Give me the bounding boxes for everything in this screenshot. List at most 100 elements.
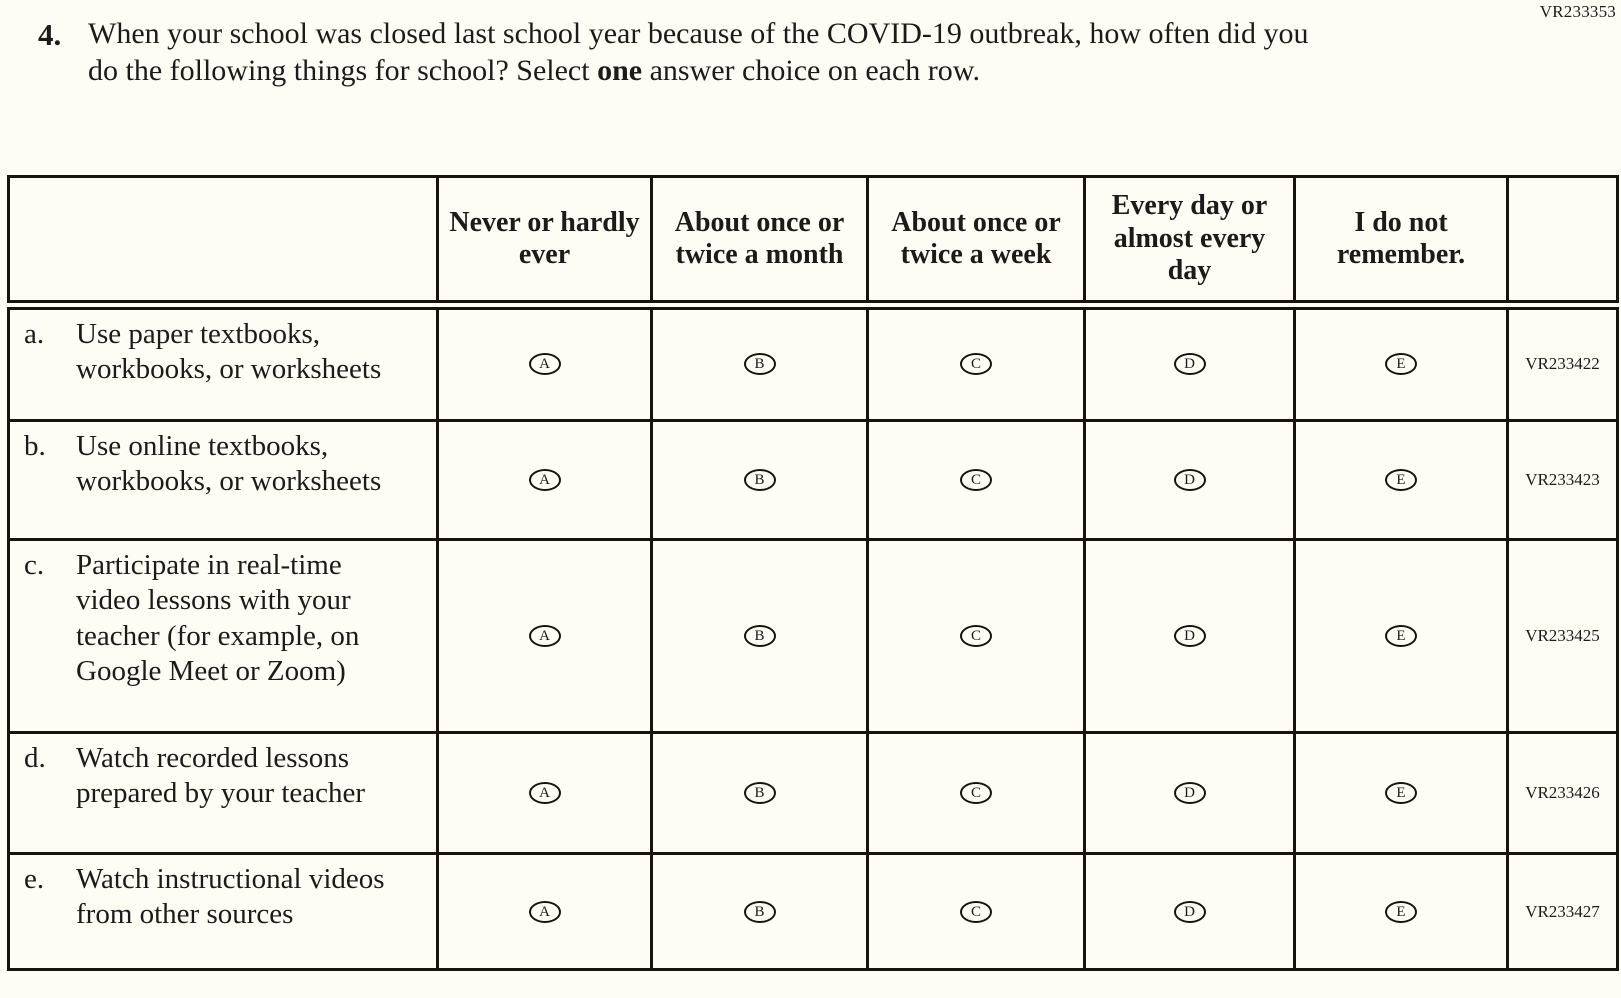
row-label-inner: a. Use paper textbooks, workbooks, or wo… xyxy=(24,317,428,388)
bubble-option-c[interactable]: C xyxy=(960,782,992,804)
bubble-letter: C xyxy=(970,472,981,488)
bubble-letter: A xyxy=(539,628,550,644)
bubble-option-c[interactable]: C xyxy=(960,625,992,647)
bubble-letter: D xyxy=(1184,903,1195,920)
bubble-option-b[interactable]: B xyxy=(743,900,776,923)
answer-cell-b: B xyxy=(650,303,869,422)
column-header-empty-left xyxy=(7,175,439,310)
bubble-letter: D xyxy=(1184,785,1195,801)
column-header-do-not-remember: I do not remember. xyxy=(1293,175,1509,310)
answer-cell-d: D xyxy=(1083,852,1296,971)
row-code: VR233425 xyxy=(1506,538,1619,734)
column-header-empty-right xyxy=(1506,175,1619,310)
bubble-letter: E xyxy=(1396,903,1406,920)
column-header-once-twice-month: About once or twice a month xyxy=(650,175,869,310)
bubble-letter: A xyxy=(539,903,550,920)
table-row-c: c. Participate in real-time video lesson… xyxy=(7,538,1619,734)
row-text: Use paper textbooks, workbooks, or works… xyxy=(76,317,382,385)
row-label: d. Watch recorded lessons prepared by yo… xyxy=(7,731,439,855)
bubble-option-d[interactable]: D xyxy=(1173,625,1206,647)
bubble-option-b[interactable]: B xyxy=(743,625,776,647)
bubble-option-a[interactable]: A xyxy=(528,900,561,923)
row-label: c. Participate in real-time video lesson… xyxy=(7,538,439,734)
row-letter: c. xyxy=(24,549,45,581)
answer-cell-c: C xyxy=(866,538,1086,734)
bubble-option-c[interactable]: C xyxy=(960,353,992,376)
table-row-e: e. Watch instructional videos from other… xyxy=(7,852,1619,971)
column-header-every-day: Every day or almost every day xyxy=(1083,175,1296,310)
answer-cell-e: E xyxy=(1293,538,1509,734)
answer-cell-c: C xyxy=(866,852,1086,971)
bubble-option-c[interactable]: C xyxy=(960,900,992,923)
answer-cell-a: A xyxy=(436,731,653,855)
answer-cell-e: E xyxy=(1293,419,1509,541)
bubble-option-a[interactable]: A xyxy=(528,782,561,804)
column-header-once-twice-week: About once or twice a week xyxy=(866,175,1086,310)
bubble-letter: A xyxy=(539,472,550,488)
row-label-inner: b. Use online textbooks, workbooks, or w… xyxy=(24,429,428,500)
row-code: VR233423 xyxy=(1506,419,1619,541)
answer-cell-b: B xyxy=(650,731,869,855)
answer-cell-a: A xyxy=(436,419,653,541)
bubble-letter: B xyxy=(754,903,765,920)
answer-cell-b: B xyxy=(650,419,869,541)
bubble-option-d[interactable]: D xyxy=(1173,782,1206,804)
answer-cell-d: D xyxy=(1083,538,1296,734)
bubble-option-e[interactable]: E xyxy=(1385,353,1417,376)
bubble-letter: E xyxy=(1396,628,1406,644)
bubble-option-b[interactable]: B xyxy=(743,782,776,804)
answer-cell-d: D xyxy=(1083,419,1296,541)
answer-cell-d: D xyxy=(1083,303,1296,422)
bubble-option-e[interactable]: E xyxy=(1385,900,1417,923)
row-letter: a. xyxy=(24,317,45,350)
question-text: When your school was closed last school … xyxy=(88,16,1328,89)
row-label: e. Watch instructional videos from other… xyxy=(7,852,439,971)
bubble-option-a[interactable]: A xyxy=(528,625,561,647)
row-text: Participate in real-time video lessons w… xyxy=(76,549,360,688)
bubble-option-b[interactable]: B xyxy=(743,353,776,376)
table-row-b: b. Use online textbooks, workbooks, or w… xyxy=(7,419,1619,541)
answer-cell-e: E xyxy=(1293,303,1509,422)
bubble-option-d[interactable]: D xyxy=(1173,469,1206,491)
answer-cell-c: C xyxy=(866,731,1086,855)
bubble-letter: D xyxy=(1184,356,1195,373)
bubble-letter: C xyxy=(970,785,981,801)
answer-cell-d: D xyxy=(1083,731,1296,855)
bubble-option-c[interactable]: C xyxy=(960,469,992,491)
bubble-letter: C xyxy=(970,903,981,920)
bubble-option-a[interactable]: A xyxy=(528,353,561,376)
table-row-d: d. Watch recorded lessons prepared by yo… xyxy=(7,731,1619,855)
bubble-letter: D xyxy=(1184,472,1195,488)
question-text-pre: When your school was closed last school … xyxy=(88,17,1309,87)
answer-cell-a: A xyxy=(436,303,653,422)
bubble-option-b[interactable]: B xyxy=(743,469,776,491)
row-letter: e. xyxy=(24,863,45,895)
row-text: Watch instructional videos from other so… xyxy=(76,863,385,931)
bubble-option-e[interactable]: E xyxy=(1385,782,1417,804)
row-text: Use online textbooks, workbooks, or work… xyxy=(76,430,382,498)
row-label-inner: e. Watch instructional videos from other… xyxy=(24,862,428,933)
answer-cell-e: E xyxy=(1293,731,1509,855)
bubble-option-e[interactable]: E xyxy=(1385,625,1417,647)
answer-cell-c: C xyxy=(866,303,1086,422)
row-text: Watch recorded lessons prepared by your … xyxy=(76,742,366,810)
row-code: VR233427 xyxy=(1506,852,1619,971)
bubble-letter: B xyxy=(754,628,765,644)
header-row: Never or hardly ever About once or twice… xyxy=(7,175,1619,310)
page-code: VR233353 xyxy=(1539,2,1616,21)
row-letter: d. xyxy=(24,742,46,774)
bubble-option-a[interactable]: A xyxy=(528,469,561,491)
bubble-option-d[interactable]: D xyxy=(1173,353,1206,376)
bubble-letter: E xyxy=(1396,785,1406,801)
table-row-a: a. Use paper textbooks, workbooks, or wo… xyxy=(7,303,1619,422)
bubble-option-d[interactable]: D xyxy=(1173,900,1206,923)
row-letter: b. xyxy=(24,430,46,462)
bubble-letter: C xyxy=(970,628,981,644)
bubble-letter: E xyxy=(1396,472,1406,488)
bubble-letter: C xyxy=(970,356,981,373)
question-block: 4. When your school was closed last scho… xyxy=(38,16,1328,89)
bubble-option-e[interactable]: E xyxy=(1385,469,1417,491)
row-label-inner: d. Watch recorded lessons prepared by yo… xyxy=(24,741,428,812)
bubble-letter: A xyxy=(539,356,550,373)
